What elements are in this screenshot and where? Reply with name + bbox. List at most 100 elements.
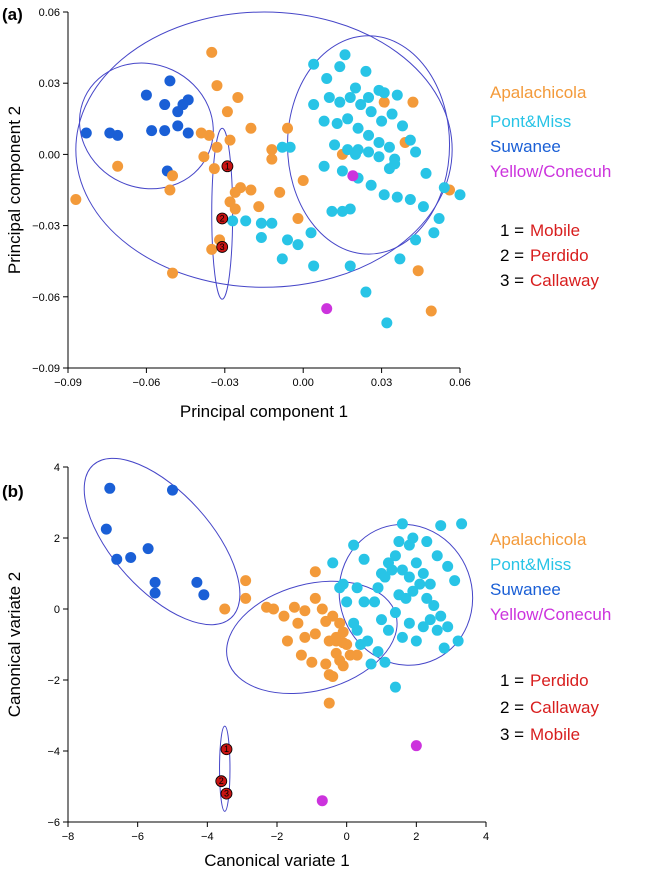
data-point-pont-miss [282, 234, 294, 246]
y-tick-label: −4 [47, 746, 60, 758]
y-tick-label: 0 [54, 604, 60, 616]
x-tick-label: 0 [344, 831, 350, 843]
x-tick-label: −0.03 [211, 377, 239, 389]
data-point-pont-miss [376, 614, 387, 626]
legend-entry: Pont&Miss [490, 112, 571, 131]
data-point-pont-miss [372, 646, 384, 658]
data-point-pont-miss [396, 518, 408, 530]
data-point-pont-miss [373, 137, 385, 149]
data-point-apalachicola [245, 184, 257, 196]
data-point-pont-miss [396, 631, 408, 643]
data-point-pont-miss [383, 141, 395, 153]
group-ellipse [338, 523, 474, 666]
data-point-pont-miss [438, 182, 450, 194]
data-point-pont-miss [452, 635, 464, 647]
data-point-pont-miss [389, 607, 401, 619]
data-point-pont-miss [454, 189, 466, 201]
data-point-pont-miss [435, 610, 447, 622]
legend-entry: Pont&Miss [490, 555, 571, 574]
data-point-suwanee [125, 552, 137, 564]
data-point-yellow-conecuh [321, 303, 333, 315]
data-point-apalachicola [292, 617, 304, 629]
data-point-pont-miss [240, 215, 252, 227]
data-point-apalachicola [274, 186, 286, 198]
data-point-apalachicola [70, 193, 82, 205]
data-point-apalachicola [323, 697, 335, 709]
data-point-pont-miss [421, 536, 433, 548]
key-name: Perdido [530, 246, 589, 265]
data-point-apalachicola [309, 628, 321, 640]
data-point-pont-miss [391, 89, 403, 101]
data-point-pont-miss [363, 146, 375, 158]
data-point-suwanee [172, 120, 184, 132]
data-point-pont-miss [428, 227, 440, 239]
data-point-pont-miss [318, 160, 330, 172]
data-point-pont-miss [410, 234, 422, 246]
data-point-apalachicola [327, 610, 339, 622]
data-point-pont-miss [379, 571, 391, 583]
data-point-apalachicola [281, 635, 293, 647]
y-tick-label: −2 [47, 675, 60, 687]
legend-entry: Apalachicola [490, 530, 587, 549]
data-point-apalachicola [206, 243, 218, 255]
key-number: 1 = [500, 221, 524, 240]
data-point-pont-miss [321, 72, 333, 84]
data-point-pont-miss [389, 681, 401, 693]
data-point-pont-miss [358, 596, 370, 608]
data-point-apalachicola [245, 122, 257, 134]
data-point-pont-miss [417, 568, 429, 579]
data-point-apalachicola [288, 601, 300, 613]
data-point-suwanee [104, 482, 116, 494]
data-point-apalachicola [299, 605, 311, 617]
data-point-apalachicola [330, 635, 342, 647]
data-point-apalachicola [316, 603, 328, 615]
data-point-apalachicola [282, 122, 294, 134]
data-point-pont-miss [355, 639, 367, 650]
data-point-suwanee [159, 125, 171, 137]
data-point-suwanee [159, 99, 171, 111]
data-point-pont-miss [378, 87, 390, 99]
y-tick-label: −6 [47, 817, 60, 829]
data-point-apalachicola [334, 617, 346, 629]
group-ellipse [79, 62, 214, 190]
data-point-pont-miss [351, 582, 363, 594]
y-tick-label: −0.09 [32, 363, 60, 375]
data-point-pont-miss [373, 151, 385, 163]
data-point-pont-miss [329, 139, 341, 151]
data-point-pont-miss [284, 141, 296, 153]
data-point-pont-miss [308, 58, 320, 70]
x-tick-label: −0.09 [54, 377, 82, 389]
data-point-pont-miss [308, 99, 320, 111]
point-number-label: 2 [220, 213, 225, 223]
data-point-pont-miss [407, 585, 419, 597]
data-point-suwanee [164, 75, 176, 87]
x-tick-label: −4 [201, 831, 214, 843]
data-point-suwanee [100, 523, 112, 535]
x-tick-label: −8 [62, 831, 75, 843]
data-point-pont-miss [255, 217, 267, 229]
data-point-suwanee [112, 129, 124, 141]
data-point-pont-miss [360, 286, 372, 298]
data-point-apalachicola [224, 134, 236, 146]
data-point-suwanee [140, 89, 152, 101]
data-point-suwanee [111, 553, 123, 565]
data-point-pont-miss [227, 215, 239, 227]
data-point-2 [216, 212, 229, 225]
data-point-pont-miss [341, 596, 353, 608]
key-name: Mobile [530, 725, 580, 744]
data-point-pont-miss [424, 578, 436, 590]
data-point-pont-miss [365, 658, 377, 670]
data-point-pont-miss [396, 564, 408, 576]
data-point-pont-miss [404, 134, 416, 146]
panel-label: (b) [2, 482, 24, 501]
data-point-pont-miss [403, 617, 415, 629]
data-point-3 [216, 241, 229, 253]
data-point-pont-miss [383, 163, 395, 175]
data-point-pont-miss [318, 115, 330, 127]
key-number: 2 = [500, 698, 524, 717]
data-point-suwanee [191, 576, 203, 588]
data-point-pont-miss [348, 539, 360, 551]
data-point-1 [220, 743, 233, 756]
data-point-suwanee [142, 543, 154, 555]
key-number: 3 = [500, 271, 524, 290]
